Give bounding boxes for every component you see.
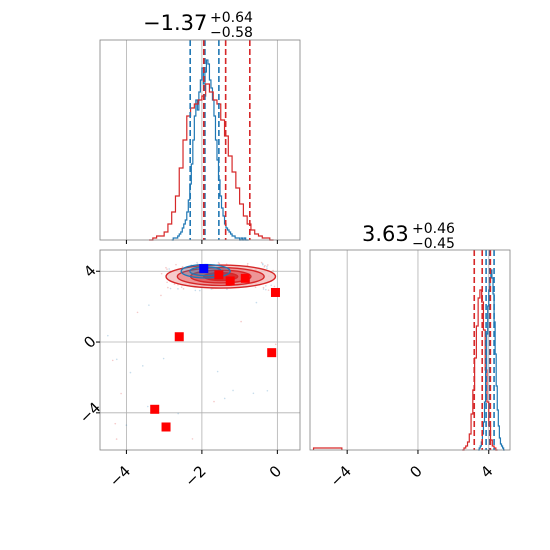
scatter-point — [255, 301, 258, 304]
x-tick-label: −2 — [181, 462, 209, 490]
scatter-point — [146, 405, 149, 408]
histogram-panel-y: −4 0 4 3.63 +0.46 −0.45 — [309, 221, 511, 490]
histogram-panel-x: −1.37 +0.64 −0.58 — [99, 10, 301, 244]
red-histogram-series — [462, 289, 498, 451]
scatter-point — [173, 283, 176, 285]
red-square-marker — [225, 276, 235, 286]
scatter-point — [266, 267, 268, 269]
scatter-point — [160, 272, 163, 275]
scatter-point — [165, 266, 167, 269]
red-square-marker — [240, 273, 250, 283]
scatter-point — [166, 268, 168, 270]
histogram-y-title-minus: −0.45 — [412, 236, 455, 252]
scatter-point — [168, 268, 170, 270]
scatter-point — [246, 262, 249, 265]
scatter-point — [217, 261, 220, 264]
scatter-point — [273, 285, 276, 288]
scatter-point — [262, 288, 265, 290]
scatter-point — [180, 286, 183, 288]
scatter-point — [115, 358, 118, 361]
scatter-point — [264, 264, 266, 267]
scatter-point — [266, 265, 268, 268]
scatter-point — [191, 438, 194, 440]
x-tick-label: 4 — [477, 462, 496, 481]
scatter-point — [175, 263, 177, 266]
red-square-marker — [174, 332, 184, 342]
contour-scatter-panel: −4 −2 0−404 — [76, 249, 301, 490]
scatter-point — [261, 262, 264, 265]
scatter-point — [107, 334, 109, 337]
scatter-point — [232, 389, 234, 392]
scatter-point — [263, 265, 266, 268]
scatter-point — [260, 261, 263, 264]
blue-square-marker — [199, 264, 209, 274]
scatter-point — [218, 262, 221, 265]
scatter-point — [240, 320, 242, 323]
scatter-point — [177, 412, 179, 415]
scatter-point — [125, 424, 128, 426]
red-square-marker — [150, 404, 160, 414]
scatter-point — [265, 288, 267, 291]
scatter-point — [254, 286, 257, 289]
scatter-point — [196, 261, 198, 264]
histogram-x-title-plus: +0.64 — [210, 10, 253, 26]
red-square-marker — [161, 422, 171, 432]
scatter-point — [129, 371, 132, 374]
histogram-x-title-minus: −0.58 — [210, 25, 253, 41]
red-square-marker — [270, 287, 280, 297]
scatter-point — [194, 289, 197, 292]
scatter-point — [267, 289, 270, 291]
scatter-point — [162, 357, 165, 360]
scatter-point — [264, 285, 267, 287]
x-tick-label: 0 — [266, 462, 285, 481]
histogram-y-title-plus: +0.46 — [412, 221, 455, 237]
x-tick-label: −4 — [327, 462, 355, 490]
scatter-point — [114, 422, 117, 425]
scatter-point — [274, 343, 277, 346]
scatter-point — [136, 311, 139, 314]
scatter-point — [169, 287, 172, 290]
histogram-y-frame — [309, 249, 511, 451]
histogram-x-frame — [99, 39, 301, 241]
scatter-point — [262, 286, 265, 289]
scatter-point — [270, 284, 273, 287]
scatter-point — [266, 389, 269, 392]
scatter-point — [177, 288, 179, 290]
scatter-point — [141, 365, 144, 367]
scatter-point — [223, 397, 226, 400]
histogram-x-title-value: −1.37 — [143, 11, 207, 35]
scatter-point — [167, 286, 169, 289]
scatter-point — [166, 281, 168, 284]
red-histogram-series — [149, 83, 274, 241]
blue-histogram-series — [171, 59, 249, 241]
scatter-point — [266, 264, 269, 266]
scatter-point — [252, 392, 255, 395]
scatter-point — [226, 288, 228, 291]
x-tick-label: −4 — [106, 462, 134, 490]
red-square-marker — [267, 348, 277, 358]
scatter-point — [213, 400, 215, 403]
red-square-marker — [214, 270, 224, 280]
x-tick-label: 0 — [406, 462, 425, 481]
contour-scatter-frame — [99, 249, 301, 451]
scatter-point — [198, 289, 201, 292]
outlier-bin — [312, 447, 343, 450]
histogram-y-title-value: 3.63 — [362, 222, 409, 246]
scatter-point — [120, 392, 122, 395]
scatter-point — [111, 359, 114, 362]
scatter-point — [160, 294, 162, 297]
scatter-point — [272, 269, 274, 272]
scatter-point — [181, 265, 184, 268]
scatter-point — [115, 438, 118, 440]
scatter-point — [216, 370, 219, 373]
scatter-point — [182, 288, 185, 290]
scatter-point — [148, 304, 150, 306]
scatter-point — [262, 263, 264, 266]
